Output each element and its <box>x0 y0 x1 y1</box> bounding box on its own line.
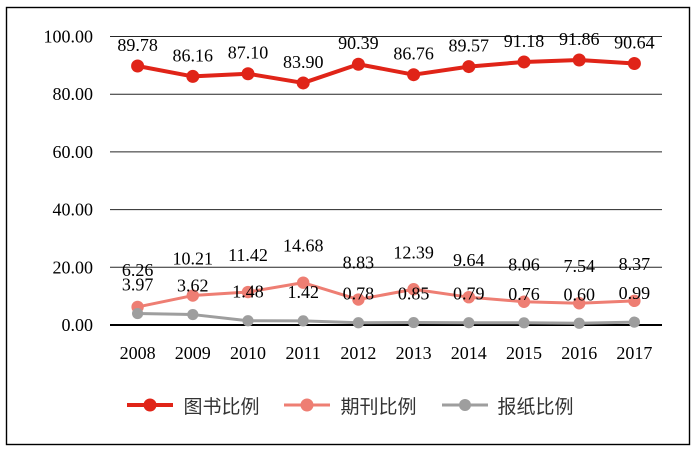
data-label: 89.78 <box>117 35 158 55</box>
y-axis-tick-label: 40.00 <box>53 200 94 220</box>
legend-label-periodicals: 期刊比例 <box>340 396 417 418</box>
data-label: 89.57 <box>449 36 490 56</box>
y-axis-tick-label: 0.00 <box>62 315 94 335</box>
data-label: 1.48 <box>232 282 264 302</box>
data-label: 90.64 <box>614 33 655 53</box>
data-point-1-2012 <box>352 293 365 306</box>
legend-item-newspapers: 报纸比例 <box>441 398 574 417</box>
data-point-0-2012 <box>351 57 365 71</box>
data-point-2-2017 <box>628 316 641 328</box>
data-label: 83.90 <box>283 52 324 72</box>
data-label: 0.60 <box>563 284 595 304</box>
data-label: 0.99 <box>619 283 651 303</box>
chart-legend: 图书比例 期刊比例 报纸比例 <box>0 392 700 422</box>
data-label: 3.62 <box>177 276 209 296</box>
data-label: 86.16 <box>173 45 214 65</box>
data-point-2-2014 <box>463 317 475 329</box>
data-label: 86.76 <box>393 44 434 64</box>
y-axis-tick-label: 80.00 <box>53 84 94 104</box>
legend-marker-line-dot-icon <box>283 398 331 417</box>
data-label: 8.37 <box>619 254 651 274</box>
x-axis-tick-label: 2014 <box>451 343 487 363</box>
x-axis-tick-label: 2011 <box>286 343 321 363</box>
legend-label-newspapers: 报纸比例 <box>497 396 574 418</box>
data-label: 11.42 <box>228 245 268 265</box>
data-point-2-2013 <box>408 316 420 329</box>
data-point-1-2011 <box>297 276 310 289</box>
data-point-1-2009 <box>186 289 199 302</box>
data-label: 0.85 <box>398 284 430 304</box>
data-point-2-2016 <box>573 317 585 329</box>
series-line-0 <box>135 57 637 85</box>
data-label: 91.86 <box>559 29 600 49</box>
data-point-0-2009 <box>186 69 200 83</box>
x-axis-tick-label: 2016 <box>561 343 597 363</box>
data-label: 0.78 <box>343 284 375 304</box>
x-axis-tick-label: 2012 <box>340 343 376 363</box>
data-label: 90.39 <box>338 33 379 53</box>
data-point-2-2015 <box>518 317 530 329</box>
data-point-0-2011 <box>296 76 310 90</box>
legend-marker-line-dot-icon <box>441 398 489 417</box>
data-label: 1.42 <box>287 282 319 302</box>
x-axis-tick-label: 2008 <box>120 343 156 363</box>
data-label: 3.97 <box>122 275 154 295</box>
x-axis-tick-label: 2013 <box>396 343 432 363</box>
data-label: 91.18 <box>504 31 545 51</box>
data-point-2-2008 <box>132 307 144 320</box>
data-point-0-2008 <box>131 59 145 73</box>
y-axis-tick-label: 20.00 <box>53 257 94 277</box>
data-label: 8.06 <box>508 255 540 275</box>
data-point-1-2017 <box>628 294 641 308</box>
series-line-1 <box>136 281 636 309</box>
legend-item-books: 图书比例 <box>126 398 259 417</box>
data-point-2-2011 <box>297 315 309 327</box>
data-point-0-2014 <box>462 60 476 74</box>
data-label: 10.21 <box>173 249 214 269</box>
data-label: 12.39 <box>393 242 434 262</box>
data-point-0-2016 <box>572 53 586 67</box>
x-axis-tick-label: 2017 <box>616 343 652 363</box>
legend-label-books: 图书比例 <box>183 396 260 418</box>
data-label: 0.76 <box>508 284 540 304</box>
y-axis-tick-label: 100.00 <box>44 27 94 47</box>
data-point-0-2013 <box>407 68 421 82</box>
legend-marker-line-dot-icon <box>126 398 174 417</box>
data-label: 9.64 <box>453 250 485 270</box>
x-axis-tick-label: 2015 <box>506 343 542 363</box>
data-label: 0.79 <box>453 284 485 304</box>
x-axis-tick-label: 2009 <box>175 343 211 363</box>
data-point-1-2013 <box>407 283 420 296</box>
data-label: 6.26 <box>122 260 154 280</box>
chart-border <box>5 6 691 446</box>
data-point-0-2017 <box>627 57 641 71</box>
data-point-1-2015 <box>517 295 531 308</box>
data-point-1-2014 <box>462 290 475 304</box>
data-point-2-2010 <box>242 315 254 327</box>
x-axis-tick-label: 2010 <box>230 343 266 363</box>
data-label: 87.10 <box>228 43 269 63</box>
data-point-1-2010 <box>241 285 255 299</box>
series-line-2 <box>136 312 636 325</box>
legend-item-periodicals: 期刊比例 <box>283 396 417 418</box>
data-point-0-2015 <box>517 55 531 69</box>
data-point-2-2009 <box>187 308 199 321</box>
data-point-0-2010 <box>241 67 255 81</box>
y-axis-tick-label: 60.00 <box>53 142 94 162</box>
data-point-2-2012 <box>352 317 364 329</box>
data-label: 14.68 <box>283 236 324 256</box>
data-point-1-2016 <box>573 297 586 310</box>
data-label: 7.54 <box>563 256 595 276</box>
data-label: 8.83 <box>343 253 375 273</box>
